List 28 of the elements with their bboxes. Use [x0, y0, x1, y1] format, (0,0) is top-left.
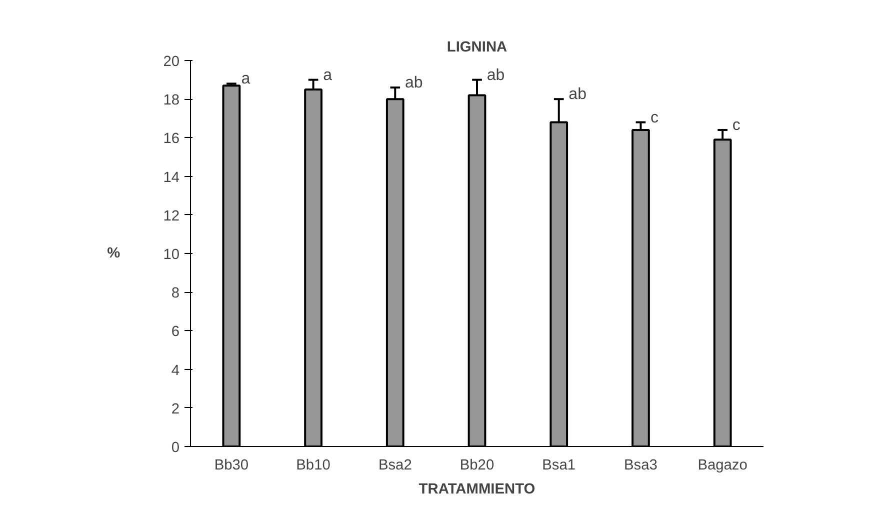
- chart-title: LIGNINA: [446, 40, 508, 56]
- y-tick-label: 4: [171, 362, 180, 379]
- annotation: ab: [568, 86, 587, 104]
- x-tick-label: Bb10: [296, 458, 330, 474]
- y-tick-label: 12: [163, 208, 180, 224]
- x-tick-label: Bb30: [214, 458, 249, 474]
- x-tick-label: Bagazo: [698, 458, 748, 474]
- annotation: a: [323, 66, 332, 84]
- annotation: c: [732, 116, 740, 134]
- x-tick-label: Bsa1: [542, 458, 576, 474]
- annotation: c: [650, 109, 659, 126]
- y-tick-label: 16: [163, 131, 180, 148]
- x-axis-title: TRATAMMIENTO: [418, 482, 536, 498]
- y-tick-label: 14: [163, 170, 180, 186]
- y-tick-label: 8: [171, 286, 180, 302]
- y-axis-title: %: [107, 246, 120, 262]
- y-tick-label: 10: [163, 247, 180, 263]
- x-tick-label: Bsa2: [378, 458, 412, 474]
- y-tick-label: 0: [171, 440, 180, 456]
- y-tick-label: 2: [171, 401, 180, 418]
- annotation: ab: [404, 74, 423, 92]
- x-tick-label: Bsa3: [624, 458, 658, 474]
- annotation: ab: [486, 66, 505, 84]
- annotation: a: [241, 70, 250, 88]
- y-tick-label: 6: [171, 324, 180, 340]
- y-tick-label: 18: [163, 92, 180, 109]
- y-tick-label: 20: [163, 54, 180, 70]
- x-tick-label: Bb20: [460, 458, 494, 474]
